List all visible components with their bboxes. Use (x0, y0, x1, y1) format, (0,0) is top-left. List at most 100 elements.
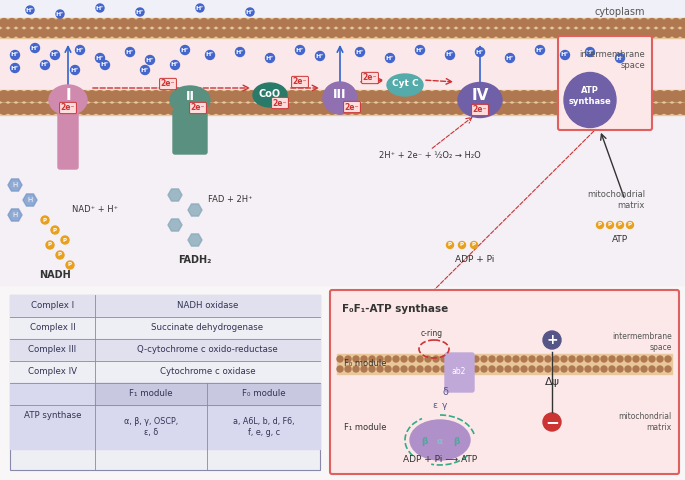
Circle shape (393, 356, 399, 362)
Text: P: P (460, 242, 464, 248)
Circle shape (495, 91, 506, 102)
Circle shape (529, 356, 535, 362)
Circle shape (575, 19, 584, 27)
Circle shape (182, 91, 193, 102)
Circle shape (527, 103, 538, 114)
Circle shape (545, 366, 551, 372)
Circle shape (633, 356, 639, 362)
Circle shape (510, 91, 521, 102)
Circle shape (112, 19, 121, 27)
Circle shape (392, 19, 401, 27)
Ellipse shape (564, 72, 616, 128)
Circle shape (206, 103, 218, 114)
Circle shape (56, 10, 64, 18)
Circle shape (616, 221, 623, 228)
Circle shape (247, 91, 258, 102)
Circle shape (536, 46, 545, 55)
Circle shape (599, 103, 610, 114)
Circle shape (481, 366, 487, 372)
Text: H⁺: H⁺ (126, 49, 134, 55)
Circle shape (623, 91, 634, 102)
Circle shape (31, 44, 40, 52)
Circle shape (488, 19, 497, 27)
Text: Succinate dehydrogenase: Succinate dehydrogenase (151, 324, 264, 333)
Circle shape (351, 91, 362, 102)
Circle shape (14, 103, 25, 114)
Circle shape (512, 29, 521, 37)
Circle shape (175, 103, 186, 114)
Bar (95, 383, 208, 405)
Circle shape (505, 366, 511, 372)
Circle shape (334, 103, 345, 114)
Circle shape (55, 103, 66, 114)
Circle shape (606, 103, 617, 114)
Circle shape (127, 29, 136, 37)
Circle shape (568, 19, 576, 27)
Circle shape (175, 29, 184, 37)
Circle shape (423, 103, 434, 114)
Circle shape (458, 241, 466, 249)
Circle shape (457, 356, 463, 362)
Circle shape (575, 29, 584, 37)
Circle shape (119, 91, 129, 102)
Circle shape (537, 356, 543, 362)
Circle shape (79, 103, 90, 114)
Circle shape (319, 103, 329, 114)
Text: β: β (453, 437, 459, 446)
Circle shape (95, 53, 105, 62)
Circle shape (79, 91, 90, 102)
Text: Cyt C: Cyt C (392, 79, 419, 87)
Text: ATP synthase: ATP synthase (24, 411, 82, 420)
Circle shape (503, 29, 512, 37)
Circle shape (175, 19, 184, 27)
Circle shape (568, 29, 576, 37)
Circle shape (334, 91, 345, 102)
Circle shape (447, 19, 456, 27)
Text: H⁺: H⁺ (476, 49, 484, 55)
Circle shape (47, 103, 58, 114)
Text: F₀ module: F₀ module (242, 389, 286, 398)
Circle shape (199, 91, 210, 102)
Circle shape (31, 103, 42, 114)
Circle shape (416, 46, 425, 55)
FancyBboxPatch shape (173, 110, 207, 154)
Circle shape (112, 29, 121, 37)
Circle shape (72, 29, 80, 37)
Circle shape (503, 19, 512, 27)
Circle shape (647, 19, 656, 27)
Circle shape (623, 103, 634, 114)
Circle shape (566, 103, 577, 114)
Text: H⁺: H⁺ (386, 56, 395, 60)
Circle shape (432, 29, 440, 37)
Circle shape (496, 29, 504, 37)
Circle shape (430, 91, 442, 102)
Text: −: − (545, 413, 559, 431)
Text: c-ring: c-ring (421, 329, 443, 338)
Circle shape (664, 29, 673, 37)
Circle shape (6, 103, 18, 114)
Circle shape (489, 356, 495, 362)
Text: ATP
synthase: ATP synthase (569, 86, 612, 106)
Circle shape (190, 103, 201, 114)
Circle shape (271, 19, 280, 27)
Circle shape (361, 366, 367, 372)
Ellipse shape (458, 83, 502, 118)
Circle shape (356, 48, 364, 57)
Circle shape (51, 50, 60, 60)
Circle shape (279, 103, 290, 114)
Circle shape (551, 19, 560, 27)
Circle shape (0, 103, 10, 114)
Text: ε: ε (432, 400, 438, 409)
Circle shape (386, 53, 395, 62)
Circle shape (171, 60, 179, 70)
Circle shape (342, 91, 353, 102)
Circle shape (662, 91, 673, 102)
Circle shape (488, 29, 497, 37)
Text: P: P (598, 223, 602, 228)
Text: FADH₂: FADH₂ (178, 255, 212, 265)
Text: 2e⁻: 2e⁻ (161, 80, 175, 88)
Circle shape (423, 91, 434, 102)
Circle shape (432, 19, 440, 27)
Text: 2e⁻: 2e⁻ (363, 73, 377, 83)
Circle shape (377, 356, 383, 362)
